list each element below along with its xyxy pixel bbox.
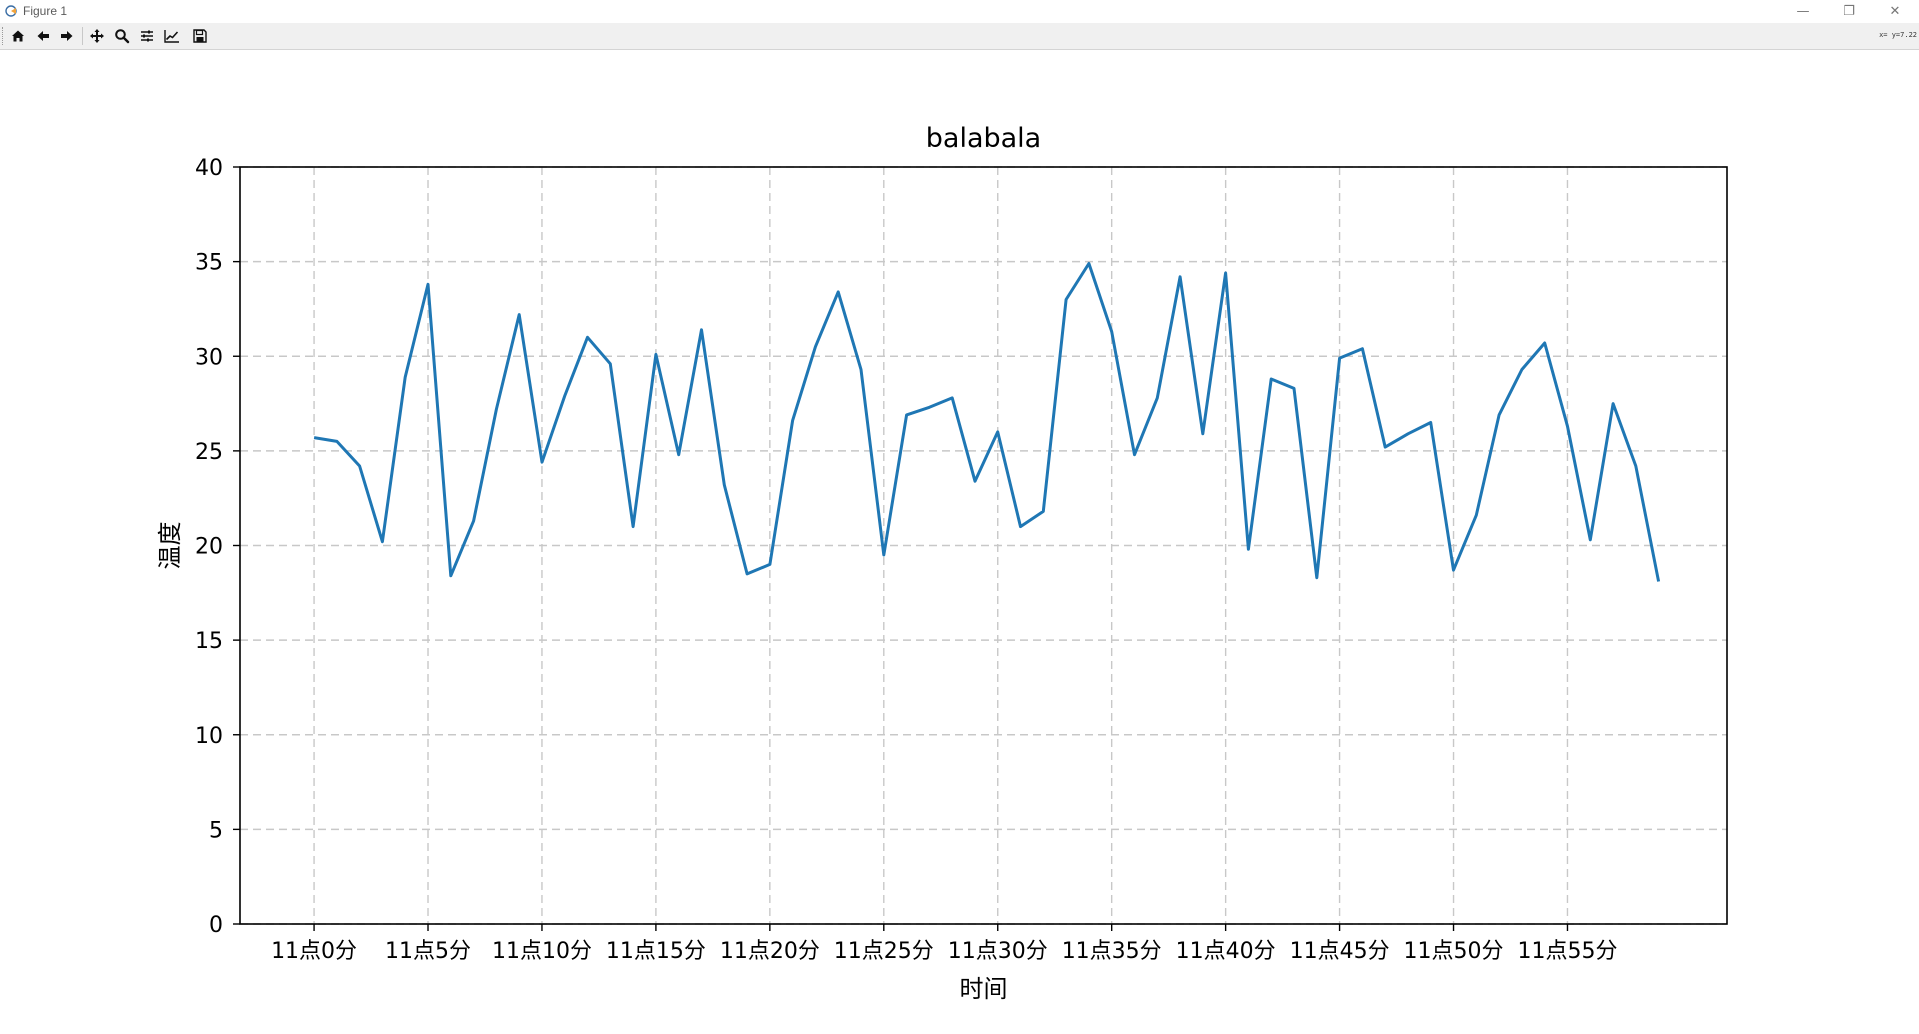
x-tick-label: 11点30分 (948, 939, 1048, 964)
minimize-icon: — (1796, 3, 1810, 19)
chart-title: balabala (926, 123, 1041, 154)
y-tick-label: 40 (195, 156, 223, 181)
x-axis-ticks: 11点0分 11点5分 11点10分 11点15分 11点20分 11点25分 11点30分… (271, 924, 1617, 964)
x-tick-label: 11点45分 (1290, 939, 1390, 964)
x-tick-label: 11点15分 (606, 939, 706, 964)
series-layer (313, 262, 1661, 582)
back-button[interactable] (32, 26, 54, 46)
y-tick-label: 10 (195, 724, 223, 749)
save-button[interactable] (189, 26, 211, 46)
y-tick-label: 30 (195, 345, 223, 370)
close-button[interactable]: ✕ (1872, 0, 1918, 22)
y-tick-label: 25 (195, 440, 223, 465)
minimize-button[interactable]: — (1780, 0, 1826, 22)
figure-canvas[interactable]: 0 5 10 15 20 25 30 35 40 11点0分 11点5分 11点10分 11点15分 1… (0, 50, 1919, 1030)
window-title: Figure 1 (23, 4, 68, 18)
pan-button[interactable] (86, 26, 108, 46)
save-icon (193, 29, 207, 43)
y-axis-label: 温度 (156, 522, 184, 570)
temperature-series-line (313, 262, 1661, 582)
edit-axis-button[interactable] (161, 26, 183, 46)
x-tick-label: 11点40分 (1176, 939, 1276, 964)
x-tick-label: 11点25分 (834, 939, 934, 964)
coordinate-readout: x= y=7.22 (1879, 31, 1917, 39)
y-tick-label: 20 (195, 535, 223, 560)
toolbar-separator (82, 27, 83, 45)
x-tick-label: 11点55分 (1517, 939, 1617, 964)
pan-icon (90, 29, 104, 43)
navigation-toolbar: x= y=7.22 (0, 23, 1919, 50)
configure-subplots-button[interactable] (136, 26, 158, 46)
app-icon (5, 5, 17, 17)
forward-button[interactable] (56, 26, 78, 46)
edit-axis-icon (164, 30, 179, 43)
x-tick-label: 11点50分 (1404, 939, 1504, 964)
x-tick-label: 11点20分 (720, 939, 820, 964)
y-tick-label: 15 (195, 629, 223, 654)
close-icon: ✕ (1889, 3, 1901, 19)
home-icon (12, 30, 24, 42)
x-tick-label: 11点5分 (385, 939, 471, 964)
y-tick-label: 0 (209, 913, 223, 938)
home-button[interactable] (7, 26, 29, 46)
window-title-bar: Figure 1 — ❐ ✕ (0, 0, 1919, 24)
zoom-icon (115, 29, 130, 44)
y-tick-label: 5 (209, 818, 223, 843)
y-axis-ticks: 0 5 10 15 20 25 30 35 40 (195, 156, 240, 938)
x-tick-label: 11点0分 (271, 939, 357, 964)
configure-subplots-icon (141, 30, 153, 42)
x-axis-label: 时间 (960, 975, 1008, 1003)
toolbar-grip[interactable] (2, 27, 5, 45)
x-tick-label: 11点10分 (492, 939, 592, 964)
forward-icon (61, 31, 73, 41)
back-icon (37, 31, 49, 41)
x-tick-label: 11点35分 (1062, 939, 1162, 964)
y-tick-label: 35 (195, 251, 223, 276)
restore-icon: ❐ (1843, 3, 1855, 19)
restore-button[interactable]: ❐ (1826, 0, 1872, 22)
zoom-button[interactable] (111, 26, 133, 46)
